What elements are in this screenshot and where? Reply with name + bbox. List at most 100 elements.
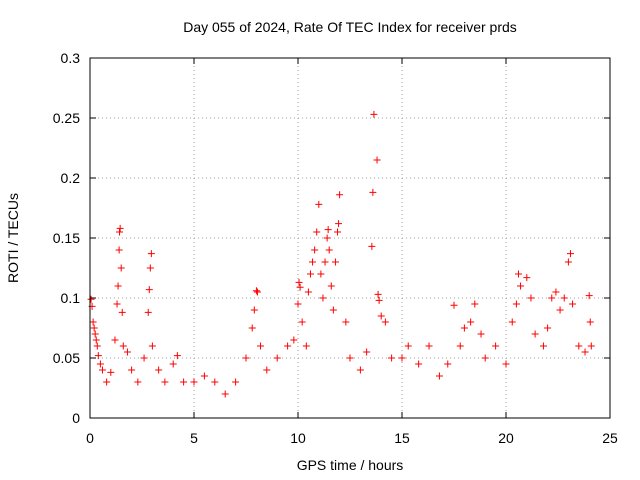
data-point: [107, 368, 115, 376]
y-tick-label: 0.05: [53, 350, 80, 366]
data-point: [471, 300, 479, 308]
data-point: [335, 220, 343, 228]
data-point: [298, 318, 306, 326]
data-point: [334, 228, 342, 236]
data-point: [444, 360, 452, 368]
data-point: [492, 342, 500, 350]
data-point: [161, 378, 169, 386]
data-point: [250, 306, 258, 314]
data-point: [377, 312, 385, 320]
data-point: [90, 324, 98, 332]
data-point: [502, 360, 510, 368]
data-point: [363, 348, 371, 356]
data-point: [273, 354, 281, 362]
data-point: [531, 330, 539, 338]
data-point: [435, 372, 443, 380]
data-point: [128, 366, 136, 374]
data-point: [508, 318, 516, 326]
data-point: [116, 224, 124, 232]
data-point: [564, 258, 572, 266]
data-point: [346, 354, 354, 362]
data-point: [556, 306, 564, 314]
data-point: [169, 360, 177, 368]
y-tick-label: 0.2: [61, 170, 81, 186]
y-tick-label: 0.1: [61, 290, 81, 306]
data-point: [315, 200, 323, 208]
data-point: [317, 270, 325, 278]
y-tick-label: 0.15: [53, 230, 80, 246]
data-point: [560, 294, 568, 302]
data-point: [96, 360, 104, 368]
data-point: [309, 258, 317, 266]
data-point: [356, 366, 364, 374]
x-tick-label: 15: [394, 430, 410, 446]
data-point: [324, 226, 332, 234]
data-point: [374, 290, 382, 298]
data-point: [370, 110, 378, 118]
data-point: [319, 294, 327, 302]
data-point: [481, 354, 489, 362]
data-point: [456, 342, 464, 350]
data-point: [89, 318, 97, 326]
data-point: [539, 342, 547, 350]
x-tick-label: 20: [498, 430, 514, 446]
data-point: [155, 366, 163, 374]
x-tick-label: 0: [86, 430, 94, 446]
data-point: [304, 288, 312, 296]
data-point: [527, 294, 535, 302]
data-point: [92, 336, 100, 344]
data-point: [211, 378, 219, 386]
data-point: [398, 354, 406, 362]
data-point: [146, 264, 154, 272]
data-point: [117, 264, 125, 272]
data-point: [415, 360, 423, 368]
data-point: [173, 352, 181, 360]
data-point: [331, 258, 339, 266]
data-point: [145, 286, 153, 294]
data-point: [118, 308, 126, 316]
data-point: [575, 342, 583, 350]
data-point: [103, 378, 111, 386]
data-point: [325, 246, 333, 254]
y-tick-label: 0.25: [53, 110, 80, 126]
data-point: [144, 308, 152, 316]
data-point: [373, 156, 381, 164]
data-point: [342, 318, 350, 326]
x-tick-label: 10: [290, 430, 306, 446]
data-point: [94, 352, 102, 360]
data-point: [295, 278, 303, 286]
data-point: [290, 336, 298, 344]
data-point: [111, 336, 119, 344]
data-point: [242, 354, 250, 362]
data-point: [321, 258, 329, 266]
data-point: [388, 354, 396, 362]
data-point: [460, 324, 468, 332]
data-point: [375, 296, 383, 304]
data-point: [148, 342, 156, 350]
data-point: [114, 282, 122, 290]
data-point: [123, 348, 131, 356]
y-axis-label: ROTI / TECUs: [5, 193, 21, 283]
x-tick-label: 5: [190, 430, 198, 446]
data-point: [336, 191, 344, 199]
marks-layer: [87, 110, 595, 398]
data-point: [586, 318, 594, 326]
data-point: [306, 270, 314, 278]
data-point: [87, 295, 95, 303]
data-point: [548, 294, 556, 302]
data-point: [294, 300, 302, 308]
data-point: [116, 228, 124, 236]
data-point: [284, 342, 292, 350]
data-point: [91, 330, 99, 338]
data-point: [425, 342, 433, 350]
data-point: [115, 246, 123, 254]
x-tick-label: 25: [602, 430, 618, 446]
data-point: [467, 318, 475, 326]
ticks-layer: 0 5 10 15 20 25 0 0.05 0.1 0.15 0.2 0.25 0.3: [53, 50, 618, 446]
data-point: [368, 242, 376, 250]
data-point: [93, 342, 101, 350]
data-point: [147, 250, 155, 258]
data-point: [98, 366, 106, 374]
data-point: [450, 301, 458, 309]
